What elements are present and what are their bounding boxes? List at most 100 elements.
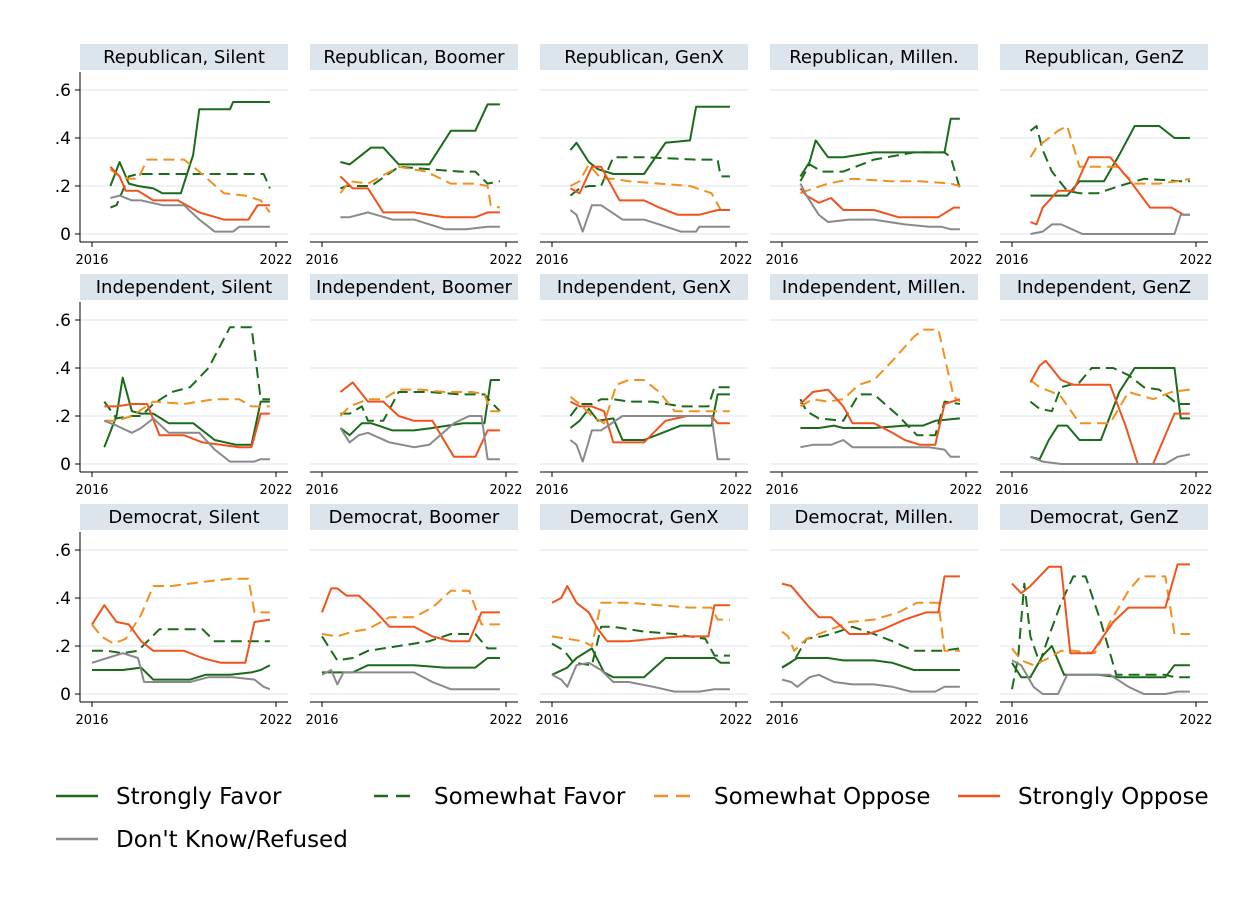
panel-title: Democrat, Millen. bbox=[794, 507, 953, 528]
series-somewhat-oppose bbox=[1029, 125, 1191, 185]
series-strongly-favor bbox=[800, 417, 960, 429]
panel-title-bar bbox=[1000, 504, 1208, 530]
panel-title: Independent, Silent bbox=[96, 277, 273, 298]
series-somewhat-favor bbox=[321, 633, 500, 662]
x-tick-label: 2022 bbox=[949, 713, 982, 728]
x-tick-label: 2022 bbox=[259, 713, 292, 728]
x-tick-label: 2022 bbox=[719, 253, 752, 268]
series-strongly-oppose bbox=[569, 165, 730, 216]
panel-title: Independent, Millen. bbox=[782, 277, 966, 298]
panel: Republican, Boomer 2016 2022 bbox=[305, 44, 523, 268]
series-somewhat-favor bbox=[1011, 575, 1190, 690]
series-strongly-oppose bbox=[339, 175, 500, 219]
series-strongly-favor bbox=[340, 103, 500, 166]
series-somewhat-favor bbox=[799, 151, 961, 189]
y-tick-label: .6 bbox=[55, 311, 71, 331]
series-somewhat-oppose bbox=[569, 379, 730, 425]
series-don-t-know-refused bbox=[800, 439, 960, 458]
panel-title: Democrat, Silent bbox=[108, 507, 259, 528]
panel: Republican, Millen. 2016 2022 bbox=[765, 44, 983, 268]
y-tick-label: .6 bbox=[55, 541, 71, 561]
series-somewhat-oppose bbox=[781, 601, 960, 652]
legend: Strongly Favor Somewhat Favor Somewhat Opp… bbox=[56, 784, 1209, 853]
x-tick-label: 2022 bbox=[489, 483, 522, 498]
x-tick-label: 2016 bbox=[305, 483, 338, 498]
legend-label: Somewhat Favor bbox=[434, 784, 626, 810]
series-strongly-favor bbox=[1011, 645, 1190, 679]
series-somewhat-favor bbox=[551, 625, 730, 667]
x-tick-label: 2016 bbox=[995, 253, 1028, 268]
legend-label: Don't Know/Refused bbox=[116, 827, 348, 853]
panel: Independent, Millen. 2016 2022 bbox=[765, 274, 983, 498]
series-strongly-favor bbox=[322, 657, 500, 674]
series-don-t-know-refused bbox=[551, 661, 730, 693]
x-tick-label: 2022 bbox=[259, 253, 292, 268]
panel-title: Republican, Boomer bbox=[323, 47, 505, 68]
panel-title-bar bbox=[1000, 274, 1208, 300]
series-somewhat-favor bbox=[569, 386, 730, 417]
panel-title-bar bbox=[770, 44, 978, 70]
panel-title: Republican, GenX bbox=[564, 47, 724, 68]
panel-title-bar bbox=[80, 44, 288, 70]
series-don-t-know-refused bbox=[91, 652, 271, 691]
legend-label: Strongly Favor bbox=[116, 784, 282, 810]
panel-title-bar bbox=[310, 44, 518, 70]
y-tick-label: .4 bbox=[55, 129, 71, 149]
series-don-t-know-refused bbox=[799, 183, 960, 231]
panel-title: Republican, Silent bbox=[103, 47, 265, 68]
panel-title: Independent, GenX bbox=[557, 277, 731, 298]
series-somewhat-favor bbox=[781, 625, 961, 669]
series-somewhat-oppose bbox=[91, 577, 270, 645]
series-somewhat-favor bbox=[1029, 125, 1190, 195]
panel: Independent, GenX 2016 2022 bbox=[535, 274, 753, 498]
series-strongly-oppose bbox=[799, 388, 961, 446]
series-don-t-know-refused bbox=[781, 673, 960, 693]
series-somewhat-oppose bbox=[799, 328, 961, 408]
panel: Independent, GenZ 2016 2022 bbox=[995, 274, 1213, 498]
x-tick-label: 2016 bbox=[75, 253, 108, 268]
panel-title-bar bbox=[540, 44, 748, 70]
series-somewhat-favor bbox=[1029, 367, 1190, 413]
series-strongly-oppose bbox=[1029, 359, 1190, 465]
series-strongly-oppose bbox=[91, 604, 271, 664]
x-tick-label: 2016 bbox=[995, 713, 1028, 728]
series-somewhat-favor bbox=[103, 326, 270, 420]
series-somewhat-oppose bbox=[104, 398, 270, 422]
y-tick-label: .2 bbox=[55, 177, 71, 197]
panel: Democrat, Boomer 2016 2022 bbox=[305, 504, 523, 728]
x-tick-label: 2016 bbox=[765, 483, 798, 498]
panel-title: Democrat, GenX bbox=[569, 507, 718, 528]
panel-title: Democrat, Boomer bbox=[329, 507, 500, 528]
x-tick-label: 2022 bbox=[489, 713, 522, 728]
series-strongly-favor bbox=[339, 379, 500, 437]
series-somewhat-oppose bbox=[800, 177, 961, 195]
panel: Independent, Silent .6 .4 .2 0 2016 2022 bbox=[55, 274, 293, 498]
series-don-t-know-refused bbox=[339, 415, 500, 461]
series-don-t-know-refused bbox=[1030, 213, 1190, 235]
legend-label: Strongly Oppose bbox=[1018, 784, 1209, 810]
panel-title: Republican, GenZ bbox=[1024, 47, 1184, 68]
series-somewhat-oppose bbox=[109, 158, 271, 214]
x-tick-label: 2016 bbox=[765, 713, 798, 728]
x-tick-label: 2016 bbox=[305, 253, 338, 268]
series-somewhat-oppose bbox=[339, 165, 501, 209]
series-strongly-oppose bbox=[569, 400, 730, 444]
series-strongly-favor bbox=[109, 101, 270, 195]
panel-title-bar bbox=[310, 504, 518, 530]
series-somewhat-oppose bbox=[1029, 379, 1191, 425]
x-tick-label: 2022 bbox=[1179, 253, 1212, 268]
x-tick-label: 2022 bbox=[719, 483, 752, 498]
series-strongly-oppose bbox=[104, 403, 270, 449]
panel: Democrat, GenX 2016 2022 bbox=[535, 504, 753, 728]
series-somewhat-favor bbox=[340, 391, 501, 422]
series-don-t-know-refused bbox=[321, 669, 500, 691]
panel-title: Independent, Boomer bbox=[316, 277, 513, 298]
series-strongly-favor bbox=[781, 657, 960, 671]
panel-title-bar bbox=[540, 504, 748, 530]
series-don-t-know-refused bbox=[569, 415, 730, 463]
series-somewhat-favor bbox=[92, 628, 270, 655]
series-somewhat-favor bbox=[110, 173, 271, 209]
panel: Republican, GenZ 2016 2022 bbox=[995, 44, 1213, 268]
x-tick-label: 2016 bbox=[75, 713, 108, 728]
